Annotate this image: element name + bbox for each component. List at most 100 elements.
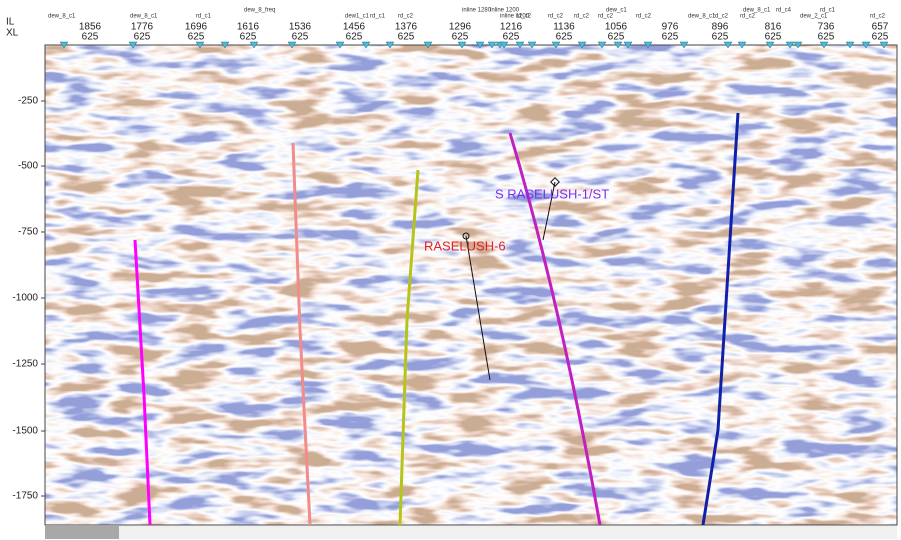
well-path — [542, 181, 556, 241]
crossline-number: 625 — [346, 32, 363, 43]
crossline-number: 625 — [503, 32, 520, 43]
trace-marker — [515, 41, 525, 49]
well-marker — [550, 177, 560, 187]
crossline-number: 625 — [292, 32, 309, 43]
section-tag: rd_c1 — [196, 14, 212, 20]
depth-label: -750 — [18, 227, 38, 238]
inline-number: 896 — [712, 22, 729, 33]
trace-marker — [723, 41, 733, 49]
inline-number: 1696 — [185, 22, 208, 33]
trace-marker — [195, 41, 205, 49]
section-tag: dew_8_c1 — [48, 14, 76, 20]
scrollbar[interactable] — [45, 526, 897, 539]
section-tag: rd_c2 — [713, 14, 729, 20]
crossline-number: 625 — [712, 32, 729, 43]
trace-marker — [423, 41, 433, 49]
trace-marker — [551, 41, 561, 49]
inline-number: 1376 — [395, 22, 418, 33]
section-tag: rd_c2 — [740, 14, 756, 20]
section-tag: dew_8_c1 — [688, 14, 716, 20]
trace-marker — [623, 41, 633, 49]
inline-number: 657 — [872, 22, 889, 33]
scrollbar-thumb[interactable] — [45, 526, 119, 539]
inline-number: 1216 — [500, 22, 523, 33]
trace-marker — [597, 41, 607, 49]
trace-marker — [335, 41, 345, 49]
trace-marker — [643, 41, 653, 49]
section-tag: dew_8_c1 — [743, 8, 771, 14]
trace-marker — [819, 41, 829, 49]
section-tag: dew_2_c1 — [800, 14, 828, 20]
inline-number: 1856 — [79, 22, 102, 33]
well-label: S RASELUSH-1/ST — [495, 186, 609, 201]
crossline-number: 625 — [188, 32, 205, 43]
section-tag: rd_c2 — [548, 14, 564, 20]
trace-marker — [845, 41, 855, 49]
trace-marker — [287, 41, 297, 49]
section-tag: dew_c1 — [606, 8, 627, 14]
well-paths — [133, 112, 740, 525]
crossline-number: 625 — [608, 32, 625, 43]
crossline-number: 625 — [240, 32, 257, 43]
trace-marker — [487, 41, 497, 49]
section-tag: rd_c4 — [776, 8, 792, 14]
depth-label: -1250 — [12, 359, 38, 370]
section-tag: rd_c1 — [370, 14, 386, 20]
crossline-number: 625 — [398, 32, 415, 43]
crossline-number: 625 — [662, 32, 679, 43]
inline-number: 1056 — [605, 22, 628, 33]
well-path — [133, 239, 152, 525]
trace-marker — [879, 41, 889, 49]
inline-number: 1296 — [449, 22, 472, 33]
trace-marker — [361, 41, 371, 49]
crossline-number: 625 — [765, 32, 782, 43]
trace-marker — [385, 41, 395, 49]
depth-label: -1750 — [12, 491, 38, 502]
seismic-image — [45, 45, 897, 525]
depth-label: -500 — [18, 161, 38, 172]
inline-number: 1536 — [289, 22, 312, 33]
section-tag: dew_8_c1 — [130, 14, 158, 20]
trace-marker — [613, 41, 623, 49]
crossline-number: 625 — [872, 32, 889, 43]
section-tag: rd_c2 — [574, 14, 590, 20]
inline-number: 1456 — [343, 22, 366, 33]
trace-marker — [793, 41, 803, 49]
section-tag: dew1_c1 — [345, 14, 370, 20]
inline-number: 816 — [765, 22, 782, 33]
depth-label: -250 — [18, 96, 38, 107]
inline-number: 1776 — [131, 22, 154, 33]
trace-marker — [737, 41, 747, 49]
section-tag: inline 1200 — [490, 8, 520, 14]
section-tag: rd_c1 — [820, 8, 836, 14]
well-marker — [462, 232, 470, 240]
section-tag: rd_c2 — [398, 14, 414, 20]
well-path — [291, 142, 312, 525]
well-path — [701, 112, 740, 525]
crossline-number: 625 — [452, 32, 469, 43]
trace-marker — [785, 41, 795, 49]
well-label: RASELUSH-6 — [424, 238, 506, 253]
section-tag: rd_c2 — [870, 14, 886, 20]
xl-label: XL — [6, 28, 19, 39]
trace-marker — [220, 41, 230, 49]
section-tag: rd_c2 — [598, 14, 614, 20]
inline-number: 1616 — [237, 22, 260, 33]
section-tag: dew_8_freq — [244, 8, 275, 14]
well-path — [508, 132, 602, 525]
section-tag: rd_c2 — [516, 14, 532, 20]
depth-label: -1000 — [12, 293, 38, 304]
inline-number: 976 — [662, 22, 679, 33]
trace-marker — [475, 41, 485, 49]
trace-marker — [59, 41, 69, 49]
trace-marker — [577, 41, 587, 49]
section-tag: inline 1200 — [500, 14, 530, 20]
crossline-number: 625 — [818, 32, 835, 43]
depth-label: -1500 — [12, 426, 38, 437]
crossline-number: 625 — [134, 32, 151, 43]
inline-number: 736 — [818, 22, 835, 33]
trace-marker — [457, 41, 467, 49]
trace-marker — [679, 41, 689, 49]
trace-marker — [527, 41, 537, 49]
well-path — [465, 235, 491, 381]
